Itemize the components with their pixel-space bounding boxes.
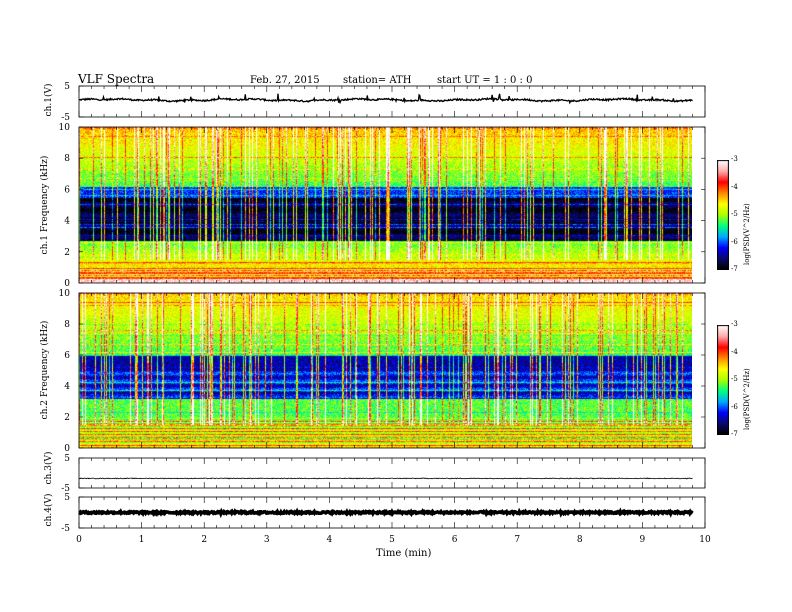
ch2-spec-ytick-label: 0 (64, 444, 70, 454)
ch2-spec-ylabel: ch.2 Frequency (kHz) (40, 320, 50, 420)
ch2-colorbar-tick: -4 (731, 347, 738, 356)
ch2-spectrogram-panel: 10 8 6 4 2 0 (59, 289, 705, 454)
time-axis: 0 1 2 3 4 5 6 7 8 9 10 (76, 535, 711, 545)
figure-title: VLF Spectra (78, 72, 155, 86)
ch1-wave-ytick-label: -5 (61, 113, 70, 123)
ch2-spec-ytick-label: 6 (64, 351, 70, 361)
ch1-spec-ytick-label: 2 (64, 248, 70, 258)
xtick-label: 3 (264, 535, 270, 545)
ch3-ylabel: ch.3(V) (44, 451, 54, 485)
ch1-colorbar-label: log(PSD(V^2/Hz) (743, 203, 751, 265)
xlabel: Time (min) (376, 548, 432, 559)
ch1-spec-ytick-label: 0 (64, 279, 70, 289)
ch1-colorbar (717, 160, 729, 270)
ch2-colorbar-tick: -7 (731, 430, 738, 438)
ch1-colorbar-tick: -3 (731, 155, 738, 163)
ch4-ylabel: ch.4(V) (44, 493, 54, 527)
ch1-spectrogram-panel: 10 8 6 4 2 0 (59, 123, 705, 289)
ch2-colorbar-label: log(PSD(V^2/Hz) (743, 368, 751, 430)
ch1-wave-trace (79, 93, 693, 105)
xtick-label: 9 (640, 535, 646, 545)
ch2-colorbar-tick: -5 (731, 375, 738, 383)
ch1-colorbar-tick: -5 (731, 210, 738, 218)
ch1-ylabel: ch.1(V) (44, 83, 54, 117)
ch4-wave-trace (78, 507, 694, 519)
xtick-label: 8 (577, 535, 583, 545)
ch2-colorbar-tick: -3 (731, 320, 738, 328)
ch2-colorbar (717, 325, 729, 435)
panel-frames (78, 85, 706, 529)
xtick-label: 5 (389, 535, 395, 545)
xtick-label: 4 (327, 535, 333, 545)
ch1-colorbar-tick: -4 (731, 182, 738, 191)
ch2-spec-ytick-label: 10 (59, 289, 71, 299)
ch3-wave-trace (78, 477, 693, 480)
ch1-spec-ytick-label: 4 (64, 217, 70, 227)
ch2-spec-ytick-label: 2 (64, 413, 70, 423)
ch4-wave-ytick-label: 5 (64, 493, 70, 503)
station-label: station= ATH (343, 75, 412, 86)
ch1-colorbar-tick: -7 (731, 265, 738, 273)
ch2-colorbar-tick: -6 (731, 402, 738, 411)
ch1-colorbar-tick: -6 (731, 237, 738, 246)
xtick-label: 7 (514, 535, 520, 545)
ch1-spec-ytick-label: 6 (64, 185, 70, 195)
ch4-wave-ytick-label: -5 (61, 524, 70, 534)
xtick-label: 0 (76, 535, 82, 545)
xtick-label: 1 (139, 535, 145, 545)
ch2-spec-raster (79, 293, 692, 448)
ch1-spec-raster (79, 127, 692, 283)
ch1-wave-ytick-label: 5 (64, 82, 70, 92)
date-label: Feb. 27, 2015 (250, 75, 320, 86)
ch2-spec-ytick-label: 8 (64, 320, 70, 330)
xtick-label: 2 (201, 535, 207, 545)
ch3-wave-ytick-label: -5 (61, 484, 70, 494)
ch1-spec-ylabel: ch.1 Frequency (kHz) (40, 155, 50, 255)
xtick-label: 6 (452, 535, 458, 545)
ch1-spec-ytick-label: 10 (59, 123, 71, 133)
xtick-label: 10 (699, 535, 711, 545)
ch1-spec-ytick-label: 8 (64, 154, 70, 164)
ch2-spec-ytick-label: 4 (64, 382, 70, 392)
ch3-wave-ytick-label: 5 (64, 454, 70, 464)
start-time-label: start UT = 1 : 0 : 0 (437, 75, 533, 86)
